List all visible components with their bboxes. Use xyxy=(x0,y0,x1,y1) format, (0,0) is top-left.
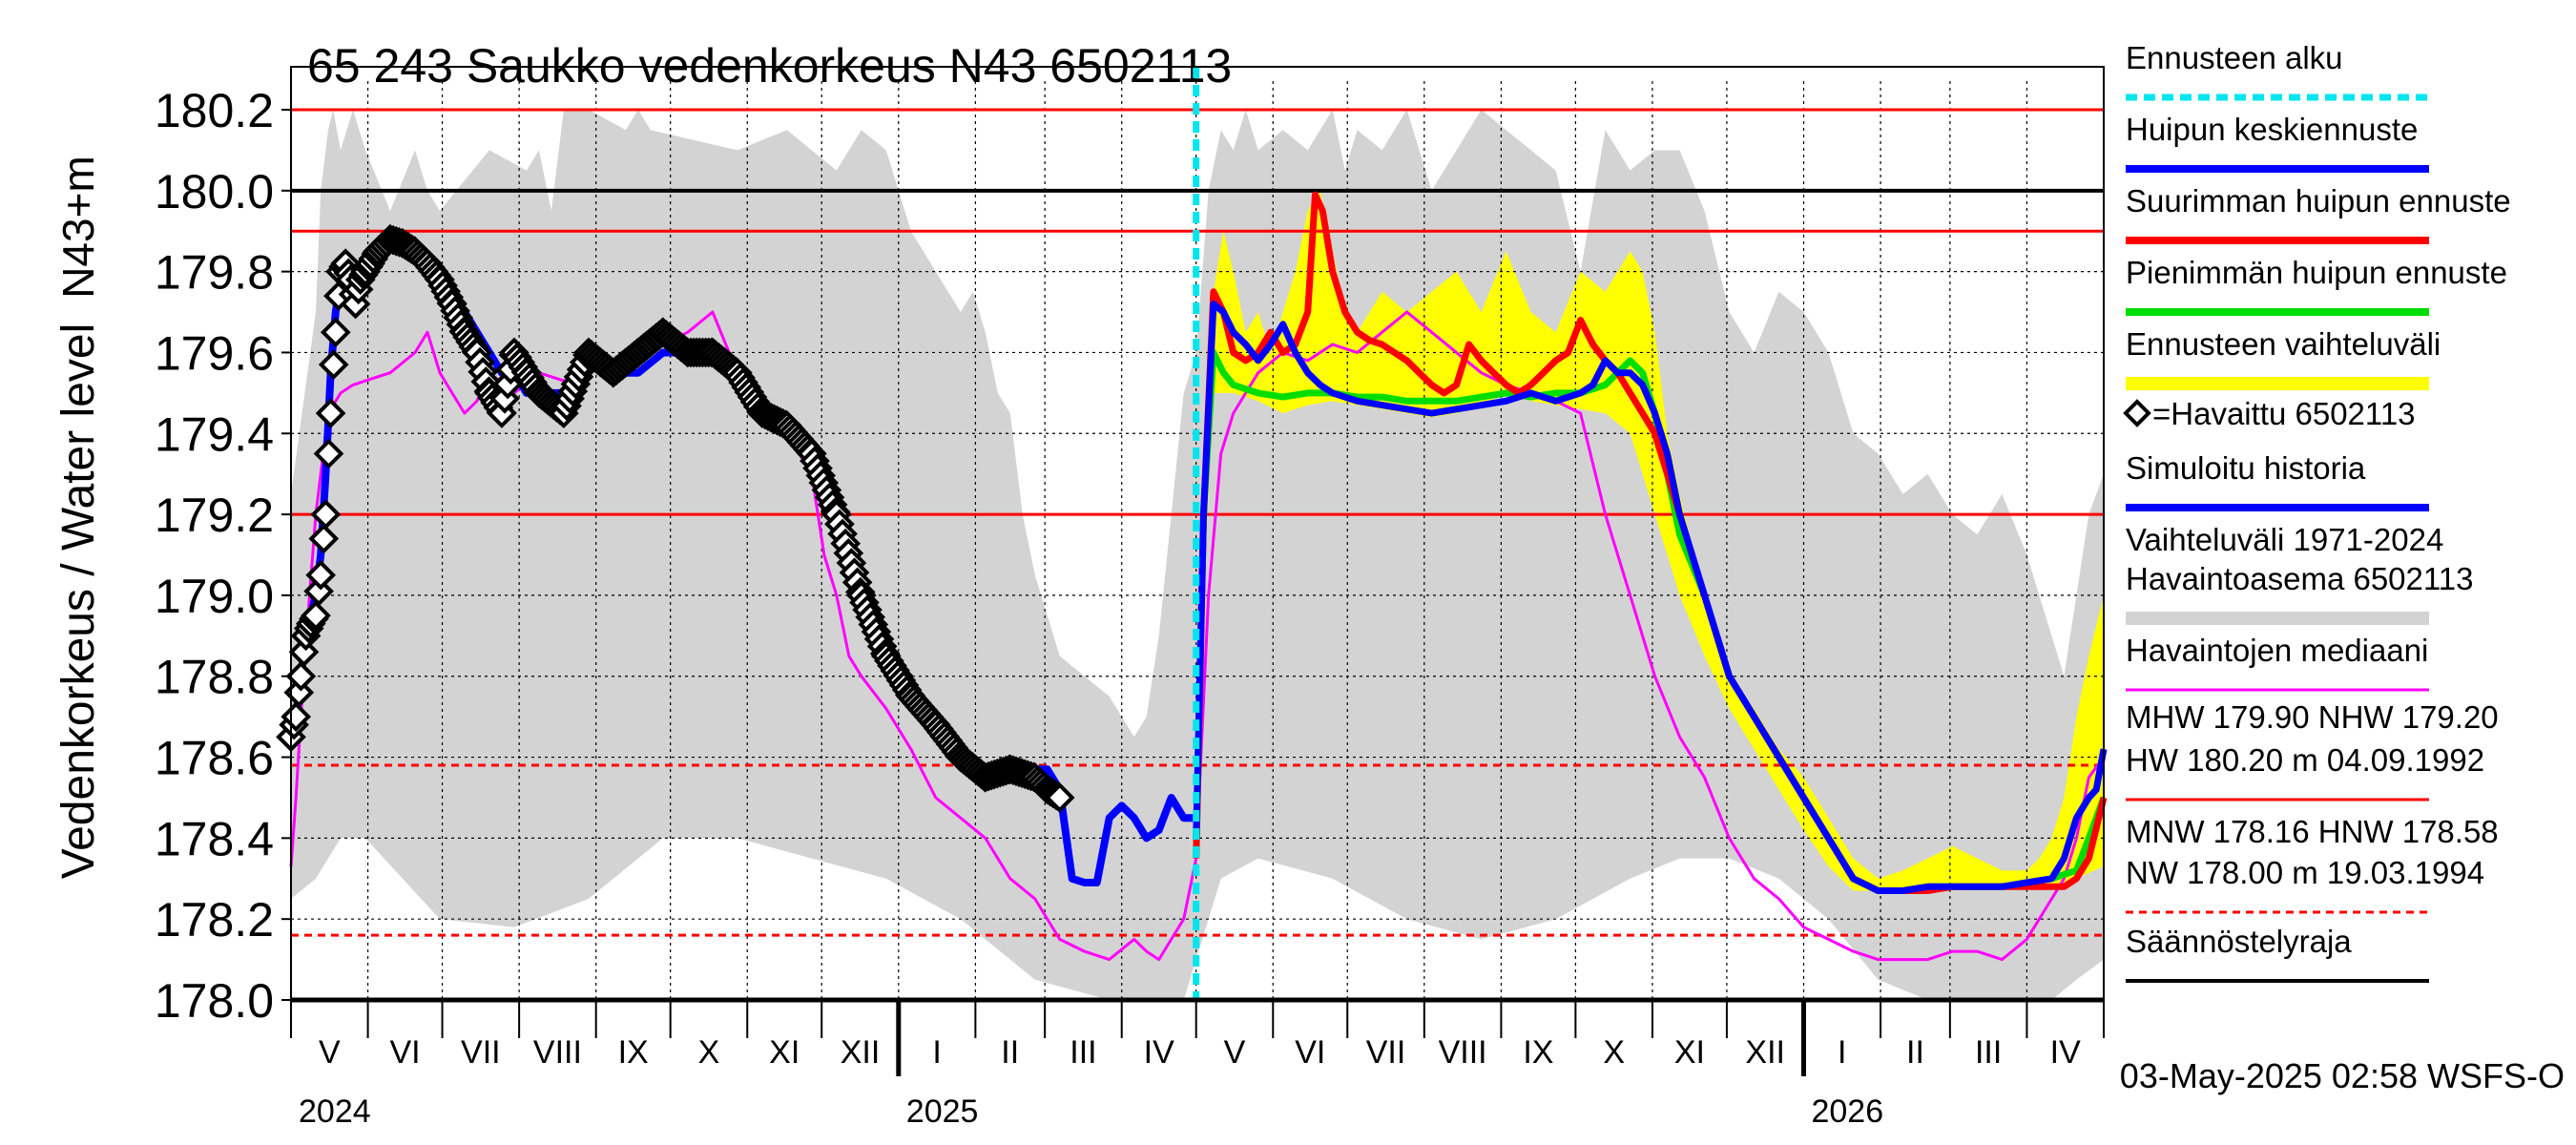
y-tick-label: 180.2 xyxy=(155,84,274,137)
month-label: I xyxy=(1838,1034,1846,1071)
observed-point xyxy=(313,438,344,469)
y-tick-label: 179.0 xyxy=(155,570,274,623)
month-label: X xyxy=(698,1034,720,1071)
y-tick-label: 178.4 xyxy=(155,812,274,865)
legend-label: NW 178.00 m 19.03.1994 xyxy=(2126,855,2484,890)
month-label: VII xyxy=(461,1034,501,1071)
month-label: VI xyxy=(389,1034,420,1071)
footer-timestamp: 03-May-2025 02:58 WSFS-O xyxy=(2120,1056,2565,1095)
month-label: III xyxy=(1975,1034,2002,1071)
month-label: IV xyxy=(2050,1034,2081,1071)
legend-label: Pienimmän huipun ennuste xyxy=(2126,255,2507,290)
month-label: VIII xyxy=(533,1034,582,1071)
legend-label: Havaintoasema 6502113 xyxy=(2126,561,2473,596)
y-tick-label: 178.2 xyxy=(155,893,274,947)
legend-label: Ennusteen vaihteluväli xyxy=(2126,326,2441,362)
y-tick-label: 179.6 xyxy=(155,326,274,380)
legend-label: Vaihteluväli 1971-2024 xyxy=(2126,522,2443,557)
month-label: I xyxy=(932,1034,941,1071)
month-label: VII xyxy=(1366,1034,1406,1071)
legend-label: MHW 179.90 NHW 179.20 xyxy=(2126,699,2499,735)
legend-label: =Havaittu 6502113 xyxy=(2152,396,2416,431)
legend-label: Suurimman huipun ennuste xyxy=(2126,183,2511,219)
observed-point xyxy=(305,559,337,591)
y-tick-label: 178.6 xyxy=(155,732,274,785)
month-label: V xyxy=(1224,1034,1246,1071)
month-label: XII xyxy=(1745,1034,1785,1071)
month-label: XII xyxy=(841,1034,881,1071)
y-tick-label: 179.4 xyxy=(155,407,274,461)
month-label: IX xyxy=(618,1034,649,1071)
month-label: XI xyxy=(769,1034,800,1071)
month-label: IV xyxy=(1144,1034,1174,1071)
legend-label: MNW 178.16 HNW 178.58 xyxy=(2126,814,2499,849)
legend-label: HW 180.20 m 04.09.1992 xyxy=(2126,742,2484,778)
observed-point xyxy=(308,523,340,554)
observed-point xyxy=(318,349,349,381)
month-label: III xyxy=(1070,1034,1096,1071)
month-label: XI xyxy=(1674,1034,1705,1071)
y-tick-label: 179.8 xyxy=(155,246,274,300)
y-tick-label: 180.0 xyxy=(155,165,274,219)
legend-label: Säännöstelyraja xyxy=(2126,924,2352,959)
month-label: V xyxy=(319,1034,341,1071)
observed-point xyxy=(280,701,312,732)
legend-label: Havaintojen mediaani xyxy=(2126,633,2428,668)
legend-label: Simuloitu historia xyxy=(2126,450,2366,486)
month-label: VIII xyxy=(1439,1034,1487,1071)
observed-point xyxy=(1044,782,1075,813)
legend-label: Ennusteen alku xyxy=(2126,40,2343,75)
y-axis-unit: N43+m xyxy=(53,156,103,299)
y-tick-label: 178.8 xyxy=(155,651,274,704)
observed-point xyxy=(301,600,331,631)
y-tick-label: 179.2 xyxy=(155,489,274,542)
year-label: 2026 xyxy=(1811,1093,1883,1130)
month-label: II xyxy=(1001,1034,1019,1071)
month-label: X xyxy=(1603,1034,1625,1071)
forecast-range-band xyxy=(1195,190,2104,891)
y-tick-label: 178.0 xyxy=(155,974,274,1028)
legend-swatch xyxy=(2123,399,2151,427)
year-label: 2024 xyxy=(299,1093,371,1130)
mean-peak-forecast-line xyxy=(1193,301,2108,894)
month-label: IX xyxy=(1523,1034,1553,1071)
legend-label: Huipun keskiennuste xyxy=(2126,112,2418,147)
y-axis-label: Vedenkorkeus / Water level xyxy=(53,323,104,880)
observed-point xyxy=(315,398,346,428)
plot-area: 178.0 178.2 178.4 178.6 178.8 179.0 179.2 179.4… xyxy=(155,66,2108,1130)
month-label: II xyxy=(1906,1034,1924,1071)
observed-point xyxy=(310,499,342,530)
legend: Ennusteen alku Huipun keskiennuste Suurimm… xyxy=(2123,40,2511,983)
observed-point xyxy=(285,660,317,692)
month-label: VI xyxy=(1295,1034,1325,1071)
observed-point xyxy=(320,317,351,348)
year-label: 2025 xyxy=(906,1093,979,1130)
